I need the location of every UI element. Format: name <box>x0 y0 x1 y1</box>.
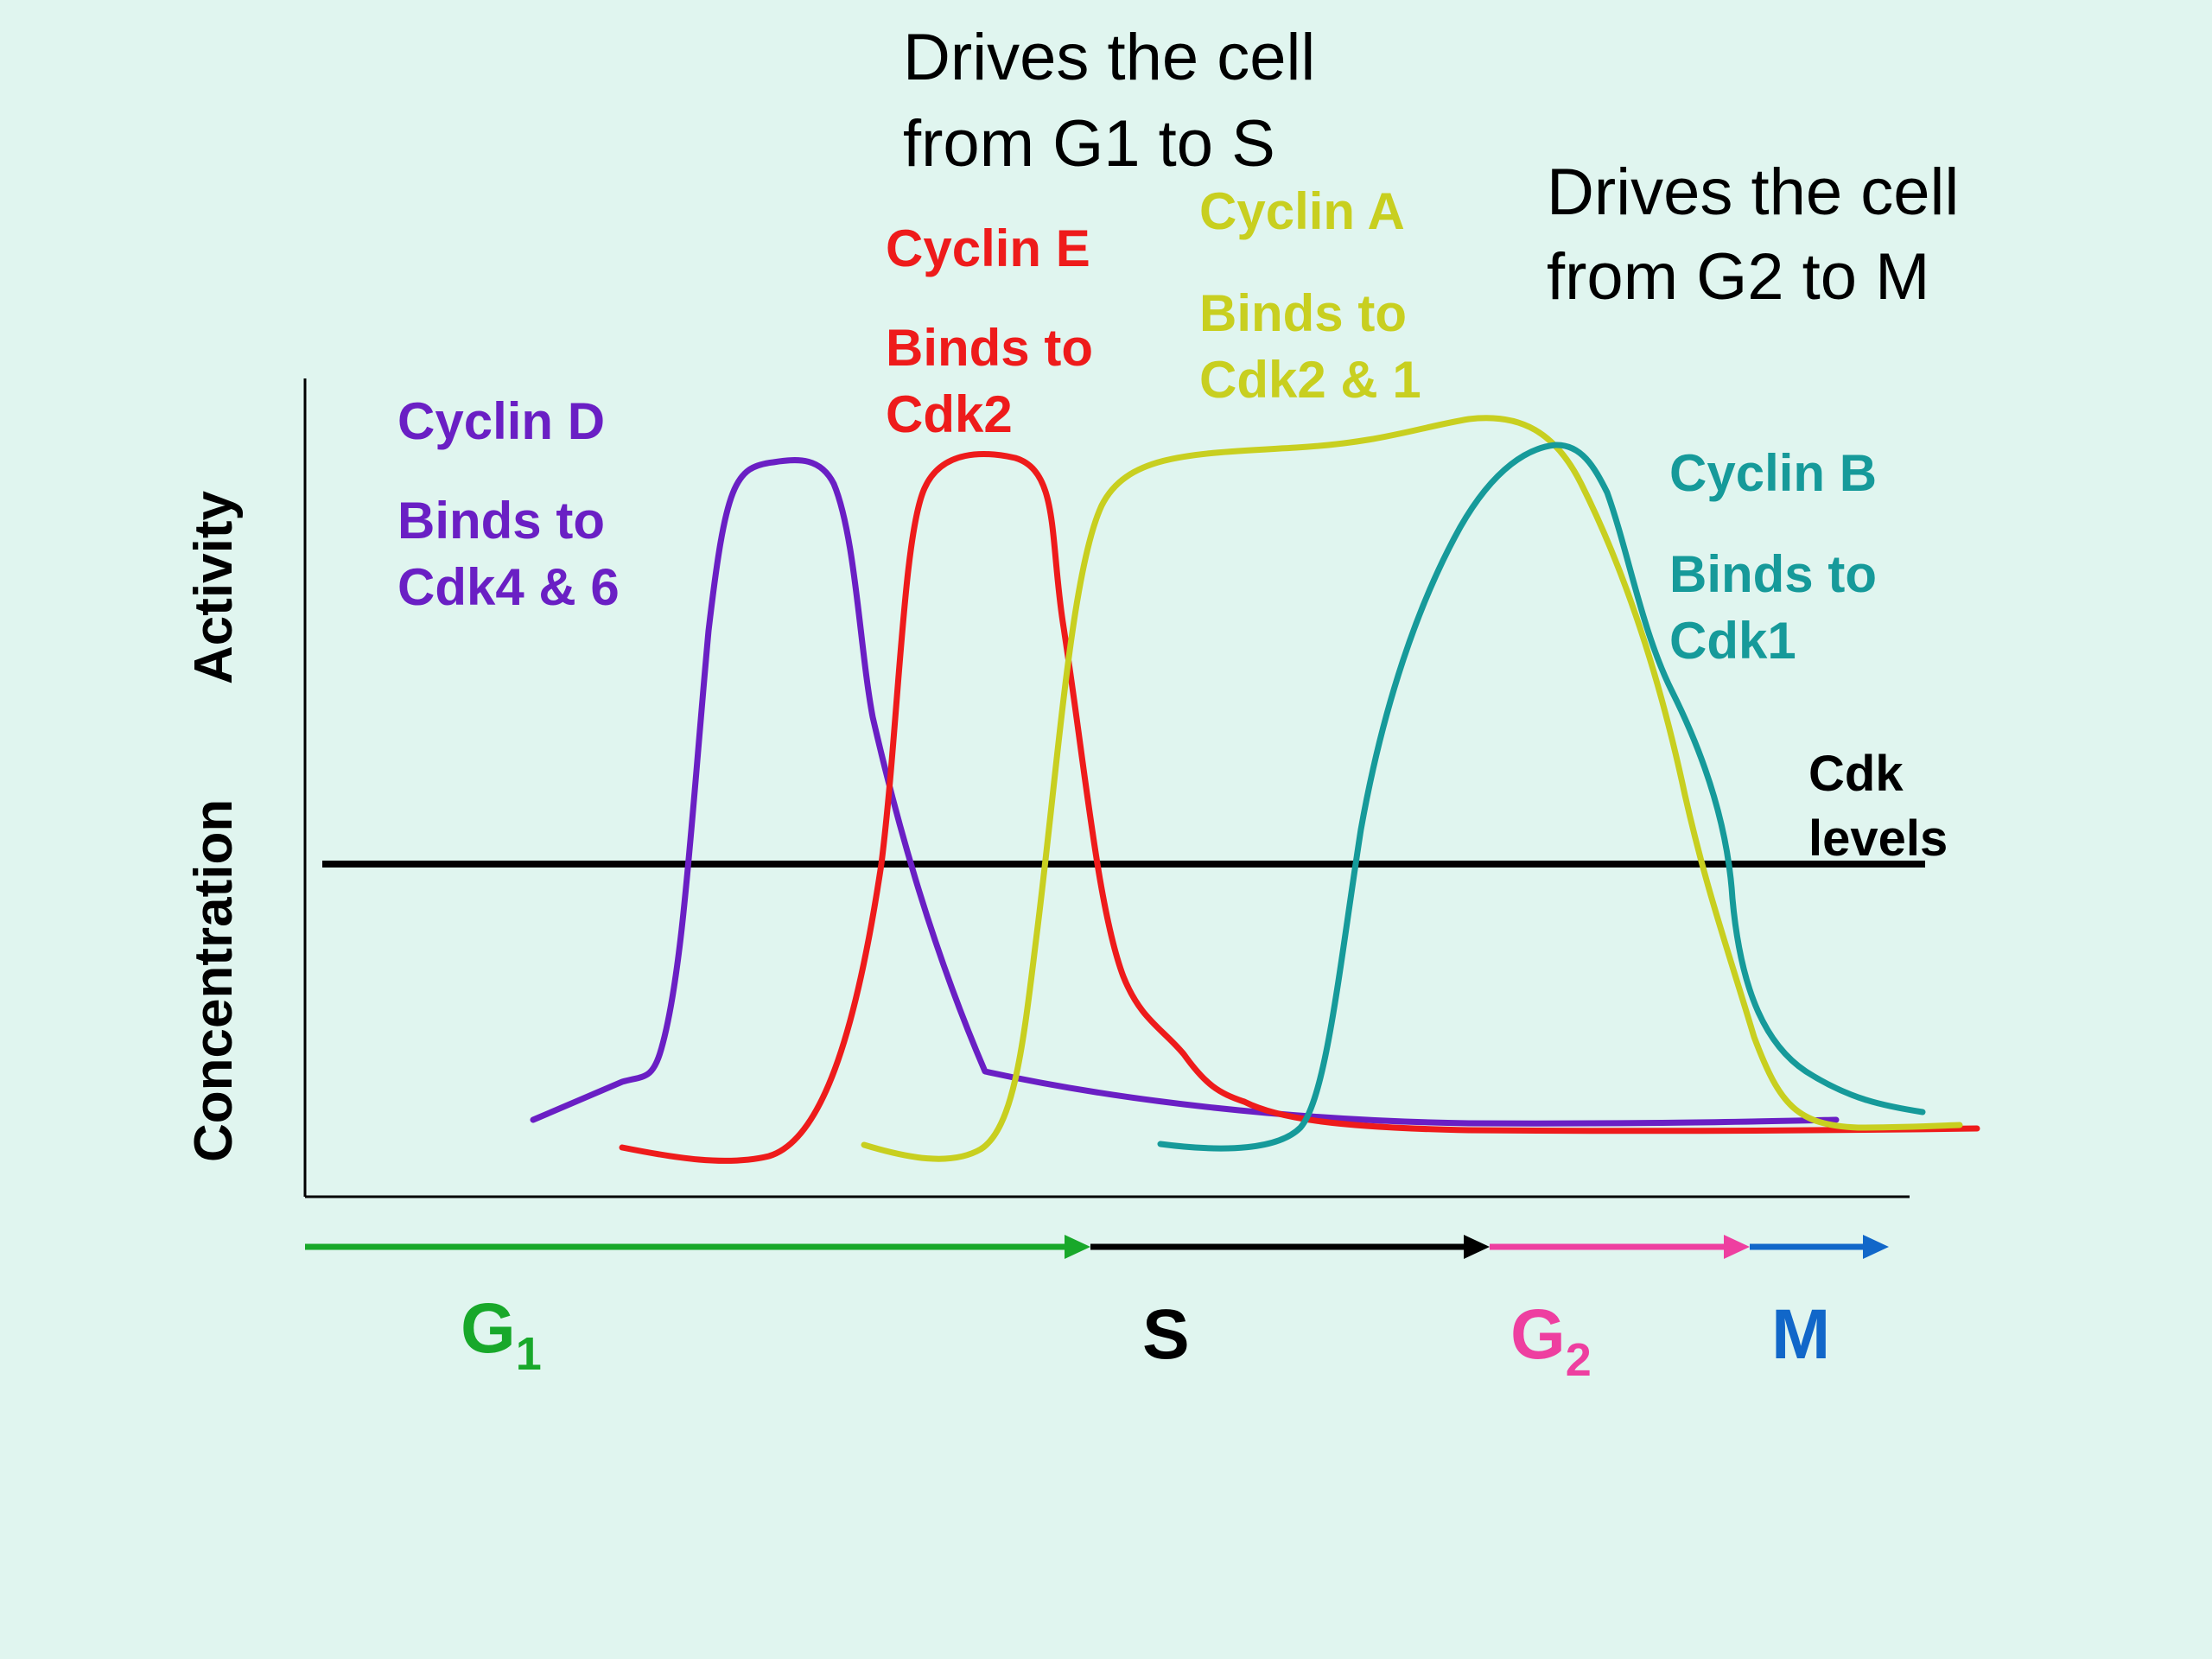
cyclin-b-name: Cyclin B <box>1669 444 1877 502</box>
phase-arrow-s <box>1090 1235 1490 1259</box>
cyclin-d-curve <box>530 457 1840 1127</box>
cyclin-e-name: Cyclin E <box>886 219 1090 277</box>
phase-label-g2: G2 <box>1510 1295 1592 1386</box>
cyclin-d-binds-line1: Binds to <box>397 492 605 550</box>
phase-label-g1: G1 <box>461 1289 542 1380</box>
phase-arrow-m <box>1750 1235 1889 1259</box>
heading-g1-to-s-line2: from G1 to S <box>903 107 1275 181</box>
cyclin-e-curve <box>619 451 1980 1164</box>
phase-arrow-g2 <box>1490 1235 1750 1259</box>
heading-g1-to-s-line1: Drives the cell <box>903 21 1315 94</box>
cyclin-a-curve <box>861 415 1963 1162</box>
phase-label-s: S <box>1142 1295 1190 1374</box>
y-axis-label-activity: Activity <box>184 491 244 684</box>
cdk-label-line2: levels <box>1808 810 1948 867</box>
cyclin-a-name: Cyclin A <box>1199 182 1405 240</box>
cyclin-b-binds-line2: Cdk1 <box>1669 612 1796 670</box>
cyclin-d-name: Cyclin D <box>397 392 605 450</box>
phase-label-m: M <box>1771 1295 1830 1374</box>
heading-g2-to-m-line1: Drives the cell <box>1547 156 1959 229</box>
cyclin-e-binds-line2: Cdk2 <box>886 385 1013 443</box>
y-axis-label-concentration: Concentration <box>184 799 244 1162</box>
cyclin-a-binds-line2: Cdk2 & 1 <box>1199 351 1421 409</box>
phase-arrow-g1 <box>305 1235 1090 1259</box>
cyclin-a-binds-line1: Binds to <box>1199 284 1407 342</box>
cyclin-b-curve <box>1157 442 1926 1152</box>
cyclin-e-binds-line1: Binds to <box>886 319 1093 377</box>
cyclin-b-binds-line1: Binds to <box>1669 545 1877 603</box>
cyclin-d-binds-line2: Cdk4 & 6 <box>397 558 620 616</box>
cdk-label-line1: Cdk <box>1808 746 1904 802</box>
heading-g2-to-m-line2: from G2 to M <box>1547 240 1929 314</box>
